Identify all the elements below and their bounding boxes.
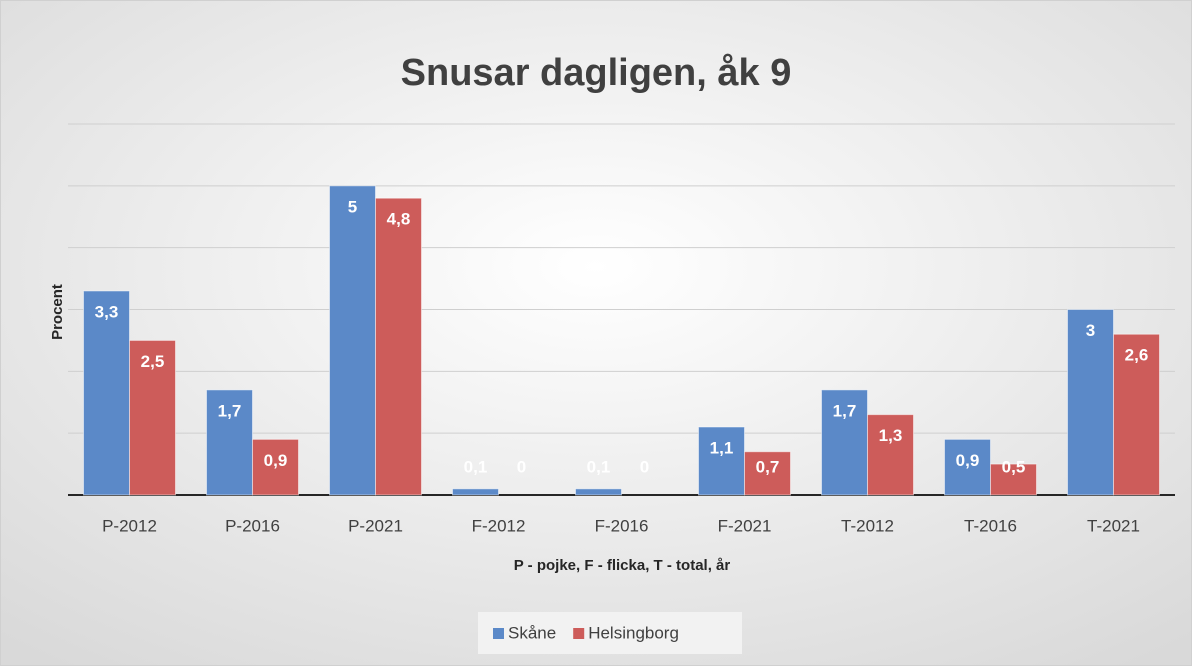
x-tick-label: F-2021 bbox=[718, 516, 772, 535]
bar bbox=[944, 438, 991, 496]
bar bbox=[698, 426, 745, 496]
data-label: 0,1 bbox=[464, 457, 488, 476]
data-label: 0,7 bbox=[756, 457, 780, 476]
bar bbox=[329, 185, 376, 496]
bar bbox=[452, 488, 499, 496]
data-label: 0 bbox=[517, 457, 526, 476]
x-tick-label: T-2016 bbox=[964, 516, 1017, 535]
legend-swatch bbox=[493, 628, 504, 639]
y-axis-title: Procent bbox=[49, 284, 66, 340]
legend-label: Skåne bbox=[508, 623, 556, 642]
data-label: 0,1 bbox=[587, 457, 611, 476]
data-label: 2,5 bbox=[141, 352, 165, 371]
bar bbox=[206, 389, 253, 496]
data-label: 0 bbox=[640, 457, 649, 476]
legend-swatch bbox=[573, 628, 585, 639]
bar bbox=[575, 488, 622, 496]
x-tick-label: P-2012 bbox=[102, 516, 157, 535]
chart-title: Snusar dagligen, åk 9 bbox=[401, 52, 792, 94]
x-tick-label: P-2021 bbox=[348, 516, 403, 535]
x-tick-label: F-2012 bbox=[472, 516, 526, 535]
bar bbox=[252, 438, 299, 496]
data-label: 5 bbox=[348, 197, 357, 216]
legend-label: Helsingborg bbox=[588, 623, 679, 642]
bar bbox=[867, 414, 914, 496]
data-label: 3,3 bbox=[95, 302, 119, 321]
data-label: 0,9 bbox=[264, 451, 288, 470]
bar bbox=[83, 290, 130, 496]
bar bbox=[744, 451, 791, 496]
data-label: 3 bbox=[1086, 321, 1095, 340]
data-label: 1,7 bbox=[833, 401, 857, 420]
data-label: 1,3 bbox=[879, 426, 903, 445]
data-label: 0,5 bbox=[1002, 457, 1026, 476]
bar bbox=[375, 197, 422, 496]
x-tick-label: F-2016 bbox=[595, 516, 649, 535]
bar bbox=[1067, 309, 1114, 496]
x-tick-label: P-2016 bbox=[225, 516, 280, 535]
bar bbox=[990, 463, 1037, 496]
legend-box bbox=[478, 612, 742, 654]
data-label: 1,7 bbox=[218, 401, 242, 420]
bar bbox=[129, 339, 176, 496]
x-axis-title: P - pojke, F - flicka, T - total, år bbox=[514, 557, 731, 574]
data-label: 2,6 bbox=[1125, 346, 1149, 365]
x-tick-label: T-2021 bbox=[1087, 516, 1140, 535]
data-label: 4,8 bbox=[387, 210, 411, 229]
data-label: 1,1 bbox=[710, 438, 734, 457]
bar bbox=[1113, 333, 1160, 496]
x-tick-label: T-2012 bbox=[841, 516, 894, 535]
bar bbox=[821, 389, 868, 496]
data-label: 0,9 bbox=[956, 451, 980, 470]
